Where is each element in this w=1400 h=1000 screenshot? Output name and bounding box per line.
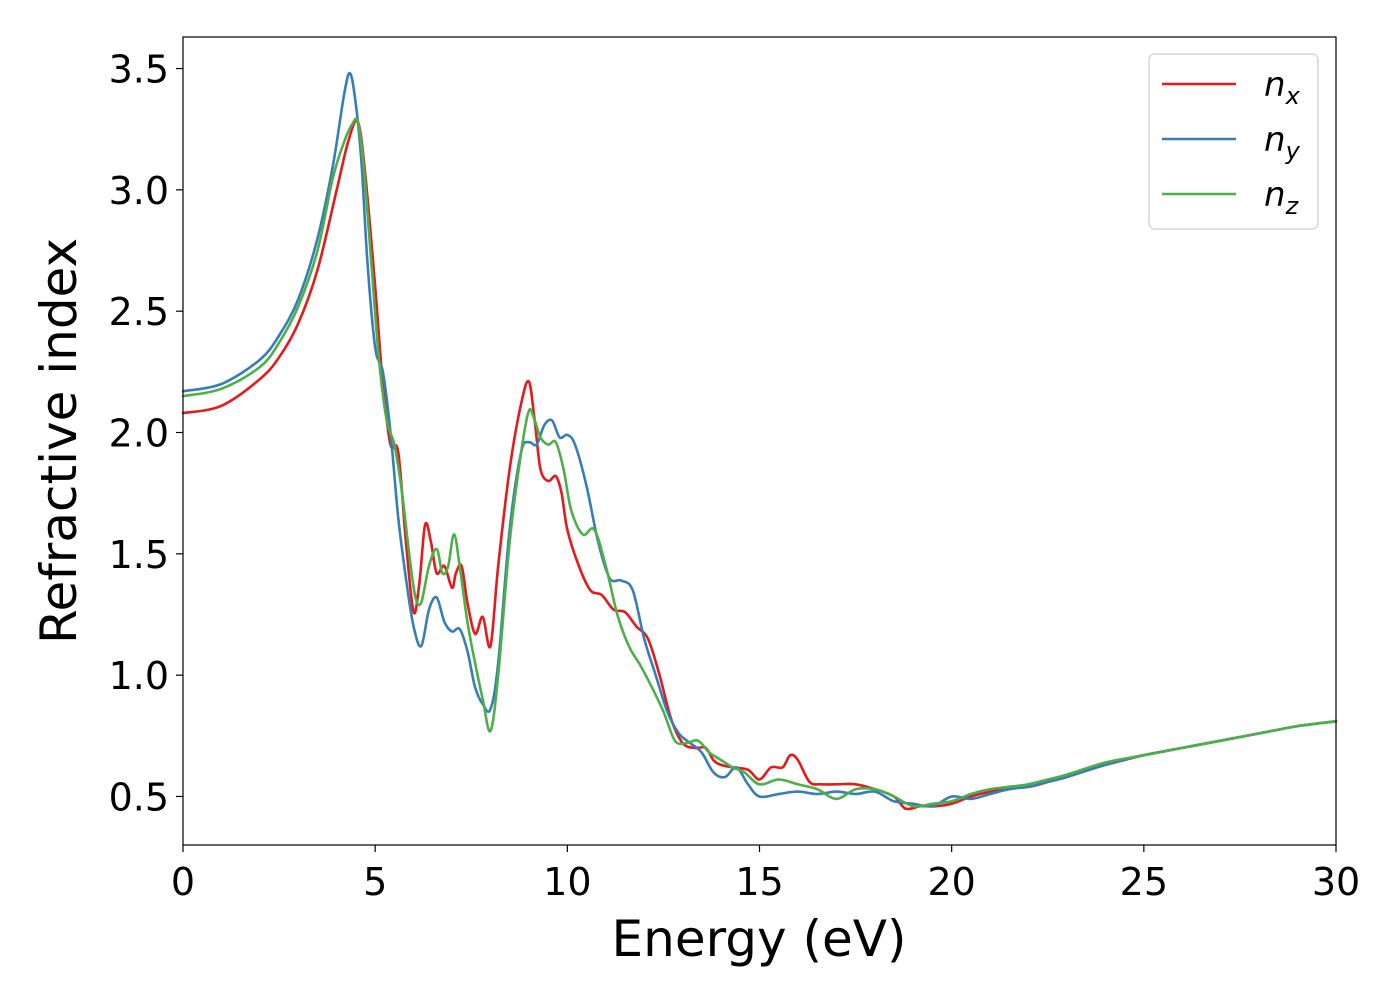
x-tick-label: 25 bbox=[1120, 860, 1168, 904]
y-tick-label: 2.5 bbox=[109, 290, 169, 334]
x-tick-label: 10 bbox=[543, 860, 591, 904]
y-tick-label: 0.5 bbox=[109, 775, 169, 819]
y-axis-ticks: 0.5 1.0 1.5 2.0 2.5 3.0 3.5 bbox=[109, 48, 183, 819]
x-axis-ticks: 0 5 10 15 20 25 30 bbox=[171, 845, 1360, 904]
x-tick-label: 20 bbox=[927, 860, 975, 904]
series-line-nz bbox=[181, 117, 1338, 808]
y-axis-label: Refractive index bbox=[30, 238, 88, 644]
x-tick-label: 0 bbox=[171, 860, 195, 904]
series-layer bbox=[181, 71, 1338, 811]
y-tick-label: 3.0 bbox=[109, 169, 169, 213]
x-tick-label: 5 bbox=[363, 860, 387, 904]
y-tick-label: 1.0 bbox=[109, 654, 169, 698]
legend-frame bbox=[1148, 53, 1319, 230]
plot-area bbox=[183, 37, 1336, 845]
x-tick-label: 15 bbox=[735, 860, 783, 904]
y-tick-label: 2.0 bbox=[109, 412, 169, 456]
series-line-nx bbox=[181, 119, 1338, 811]
series-line-ny bbox=[181, 71, 1338, 808]
x-axis-label: Energy (eV) bbox=[612, 910, 907, 968]
x-tick-label: 30 bbox=[1312, 860, 1360, 904]
y-tick-label: 1.5 bbox=[109, 533, 169, 577]
y-tick-label: 3.5 bbox=[109, 48, 169, 92]
